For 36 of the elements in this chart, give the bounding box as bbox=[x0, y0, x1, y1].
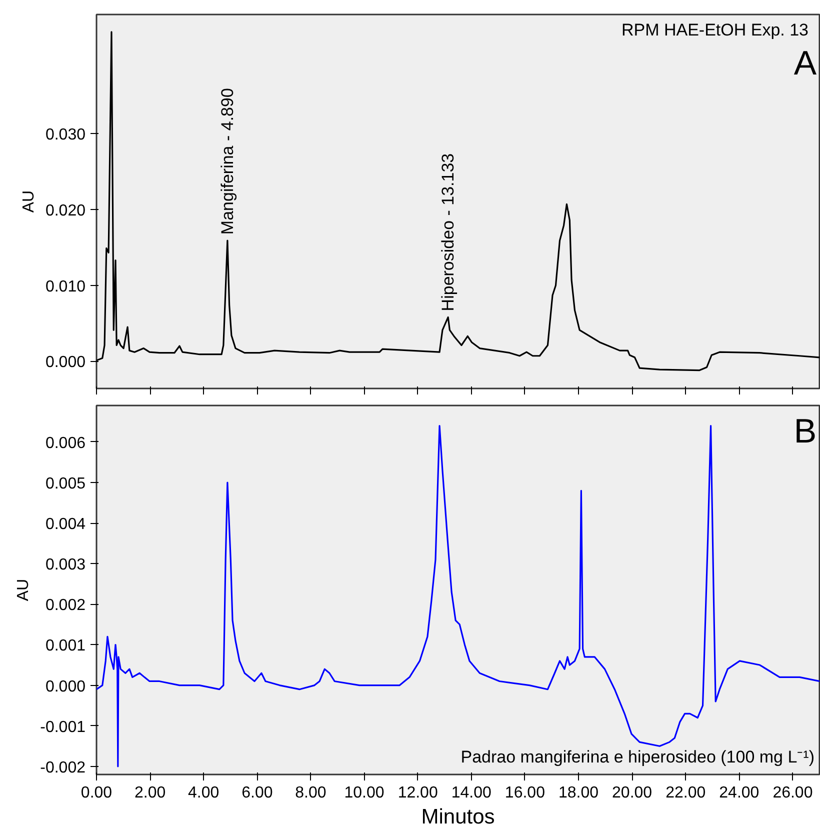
annotation: Padrao mangiferina e hiperosideo (100 mg L⁻¹) bbox=[460, 748, 815, 766]
x-tick-label: 26.00 bbox=[772, 784, 813, 802]
y-tick-label: 0.002 bbox=[45, 597, 86, 614]
y-tick-label: 0.000 bbox=[45, 678, 86, 696]
x-tick-label: 8.00 bbox=[295, 784, 326, 802]
x-tick-label: 16.00 bbox=[504, 784, 546, 802]
x-tick-label: 4.00 bbox=[188, 784, 220, 802]
y-tick-label: 0.001 bbox=[45, 638, 86, 655]
y-tick-label: 0.020 bbox=[45, 202, 86, 220]
x-tick-label: 0.00 bbox=[80, 784, 112, 802]
annotation: A bbox=[794, 44, 817, 82]
y-axis-title: AU bbox=[15, 578, 32, 602]
annotation: RPM HAE-EtOH Exp. 13 bbox=[621, 20, 809, 40]
y-tick-label: 0.010 bbox=[45, 278, 86, 296]
x-tick-label: 12.00 bbox=[398, 784, 438, 802]
x-tick-label: 6.00 bbox=[242, 784, 273, 802]
y-tick-label: 0.003 bbox=[45, 556, 86, 574]
y-tick-label: -0.002 bbox=[40, 759, 86, 776]
x-axis-title: Minutos bbox=[421, 806, 495, 828]
y-tick-label: 0.005 bbox=[45, 476, 86, 493]
y-tick-label: 0.030 bbox=[45, 126, 86, 144]
y-axis-title: AU bbox=[20, 190, 38, 213]
annotation: Hiperosideo - 13.133 bbox=[438, 153, 458, 312]
annotation: B bbox=[794, 412, 817, 450]
y-tick-label: 0.000 bbox=[45, 354, 86, 372]
x-tick-label: 14.00 bbox=[451, 784, 492, 802]
y-tick-label: -0.001 bbox=[40, 718, 86, 736]
y-tick-label: 0.006 bbox=[45, 434, 86, 452]
y-tick-label: 0.004 bbox=[45, 516, 86, 534]
x-tick-label: 24.00 bbox=[719, 784, 760, 802]
x-tick-label: 10.00 bbox=[344, 784, 384, 802]
x-tick-label: 20.00 bbox=[612, 784, 652, 802]
x-tick-label: 22.00 bbox=[666, 784, 706, 802]
annotation: Mangiferina - 4.890 bbox=[218, 88, 237, 235]
x-tick-label: 18.00 bbox=[558, 784, 599, 802]
x-tick-label: 2.00 bbox=[134, 784, 166, 802]
